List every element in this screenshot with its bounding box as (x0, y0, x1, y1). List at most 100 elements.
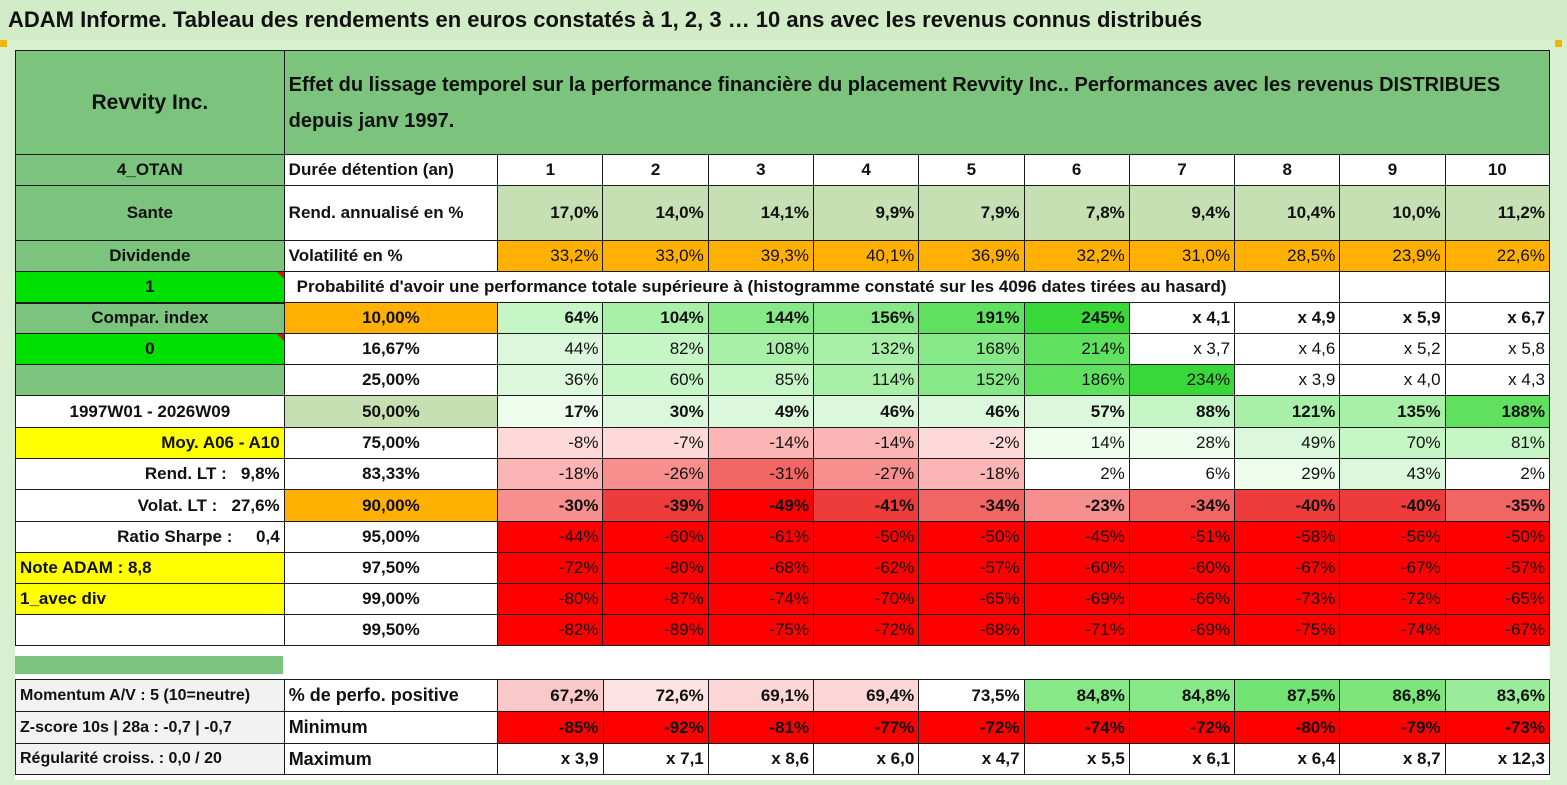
prob-value: -89% (602, 614, 709, 646)
rend-value: 9,4% (1128, 185, 1236, 241)
compar-index-label: Compar. index (15, 301, 285, 334)
prob-value: -40% (1234, 489, 1341, 522)
summary-value: x 4,7 (918, 743, 1025, 775)
proba-text: Probabilité d'avoir une performance tota… (283, 271, 1341, 303)
spacer-bar (15, 656, 283, 674)
prob-value: 214% (1023, 333, 1130, 365)
rend-lt-label: Rend. LT : (144, 464, 227, 483)
flag-one: 1 (15, 271, 285, 303)
probability-level: 75,00% (283, 427, 499, 459)
prob-value: 114% (812, 364, 920, 396)
probability-level: 95,00% (283, 521, 499, 553)
note-adam: Note ADAM : 8,8 (15, 552, 285, 584)
prob-value: 44% (497, 333, 604, 365)
prob-value: -57% (918, 552, 1025, 584)
summary-value: -72% (918, 711, 1025, 744)
vol-value: 33,2% (497, 240, 604, 272)
summary-value: x 8,7 (1339, 743, 1446, 775)
probability-level: 97,50% (283, 552, 499, 584)
rend-value: 17,0% (497, 185, 604, 241)
prob-value: -50% (1444, 521, 1551, 553)
prob-value: -75% (707, 614, 815, 646)
prob-value: 104% (602, 302, 709, 334)
summary-value: -85% (497, 711, 604, 744)
table-row: 1 Probabilité d'avoir une performance tot… (15, 271, 1551, 303)
vol-value: 39,3% (707, 240, 815, 272)
rend-lt: Rend. LT : 9,8% (15, 458, 285, 490)
corner-marker (1555, 40, 1562, 47)
prob-value: -39% (602, 489, 709, 522)
prob-value: 234% (1128, 364, 1236, 396)
prob-value: -60% (1128, 552, 1236, 584)
prob-value: 49% (707, 395, 815, 428)
prob-value: 81% (1444, 427, 1551, 459)
probability-level: 16,67% (283, 333, 499, 365)
prob-value: 36% (497, 364, 604, 396)
moy-label: Moy. A06 - A10 (15, 427, 285, 459)
prob-value: x 3,7 (1128, 333, 1236, 365)
year-header: 4 (812, 154, 920, 186)
prob-value: -72% (1339, 583, 1446, 615)
prob-value: x 5,9 (1339, 302, 1446, 334)
summary-value: x 5,5 (1023, 743, 1130, 775)
prob-value: 70% (1339, 427, 1446, 459)
prob-value: 29% (1234, 458, 1341, 490)
table-row: Régularité croiss. : 0,0 / 20 Maximum x 3,… (15, 743, 1551, 775)
vol-value: 32,2% (1023, 240, 1130, 272)
empty-cell (1339, 271, 1446, 303)
prob-value: -75% (1234, 614, 1341, 646)
prob-value: 186% (1023, 364, 1130, 396)
prob-value: x 6,7 (1444, 302, 1551, 334)
prob-value: 28% (1128, 427, 1236, 459)
prob-value: x 4,3 (1444, 364, 1551, 396)
prob-value: -67% (1234, 552, 1341, 584)
asset-name: Revvity Inc. (15, 50, 285, 155)
prob-value: 188% (1444, 395, 1551, 428)
sharpe: Ratio Sharpe : 0,4 (15, 521, 285, 553)
prob-value: 2% (1444, 458, 1551, 490)
empty-left (15, 364, 285, 396)
table-row: Moy. A06 - A10 75,00% -8% -7% -14% -14% -2% 14%… (15, 427, 1551, 459)
prob-value: -80% (602, 552, 709, 584)
summary-value: 73,5% (918, 679, 1025, 712)
prob-value: 121% (1234, 395, 1341, 428)
summary-value: 67,2% (497, 679, 604, 712)
rend-value: 7,8% (1023, 185, 1130, 241)
table-row: Ratio Sharpe : 0,4 95,00% -44% -60% -61% -50%… (15, 521, 1551, 553)
vol-value: 28,5% (1234, 240, 1341, 272)
probability-level: 99,50% (283, 614, 499, 646)
summary-row-label: % de perfo. positive (283, 679, 499, 712)
prob-value: -61% (707, 521, 815, 553)
summary-value: x 6,0 (813, 743, 920, 775)
prob-value: -56% (1339, 521, 1446, 553)
summary-value: x 8,6 (707, 743, 815, 775)
vol-label: Volatilité en % (283, 240, 499, 272)
prob-value: -74% (707, 583, 815, 615)
prob-value: 191% (918, 302, 1025, 334)
summary-table: Momentum A/V : 5 (10=neutre)% de perfo. … (15, 679, 1551, 775)
summary-value: x 12,3 (1444, 743, 1551, 775)
prob-value: x 5,8 (1444, 333, 1551, 365)
summary-value: -92% (602, 711, 709, 744)
prob-value: -18% (497, 458, 604, 490)
summary-left-label: Momentum A/V : 5 (10=neutre) (15, 679, 285, 712)
prob-value: -40% (1339, 489, 1446, 522)
prob-value: -18% (918, 458, 1025, 490)
vol-value: 31,0% (1128, 240, 1236, 272)
table-row: Rend. LT : 9,8% 83,33% -18% -26% -31% -27% -18… (15, 458, 1551, 490)
probability-level: 25,00% (283, 364, 499, 396)
prob-value: -50% (918, 521, 1025, 553)
prob-value: -7% (602, 427, 709, 459)
prob-value: -74% (1339, 614, 1446, 646)
rend-value: 14,0% (602, 185, 709, 241)
table-row: 1_avec div 99,00% -80% -87% -74% -70% -65% -69%… (15, 583, 1551, 615)
prob-value: -80% (497, 583, 604, 615)
summary-value: x 6,1 (1128, 743, 1236, 775)
table-row: Compar. index 10,00% 64% 104% 144% 156% 191% 24… (15, 301, 1551, 334)
year-header: 6 (1023, 154, 1130, 186)
prob-value: -66% (1128, 583, 1236, 615)
prob-value: 64% (497, 302, 604, 334)
summary-value: -81% (707, 711, 815, 744)
summary-value: -79% (1339, 711, 1446, 744)
prob-value: x 5,2 (1339, 333, 1446, 365)
